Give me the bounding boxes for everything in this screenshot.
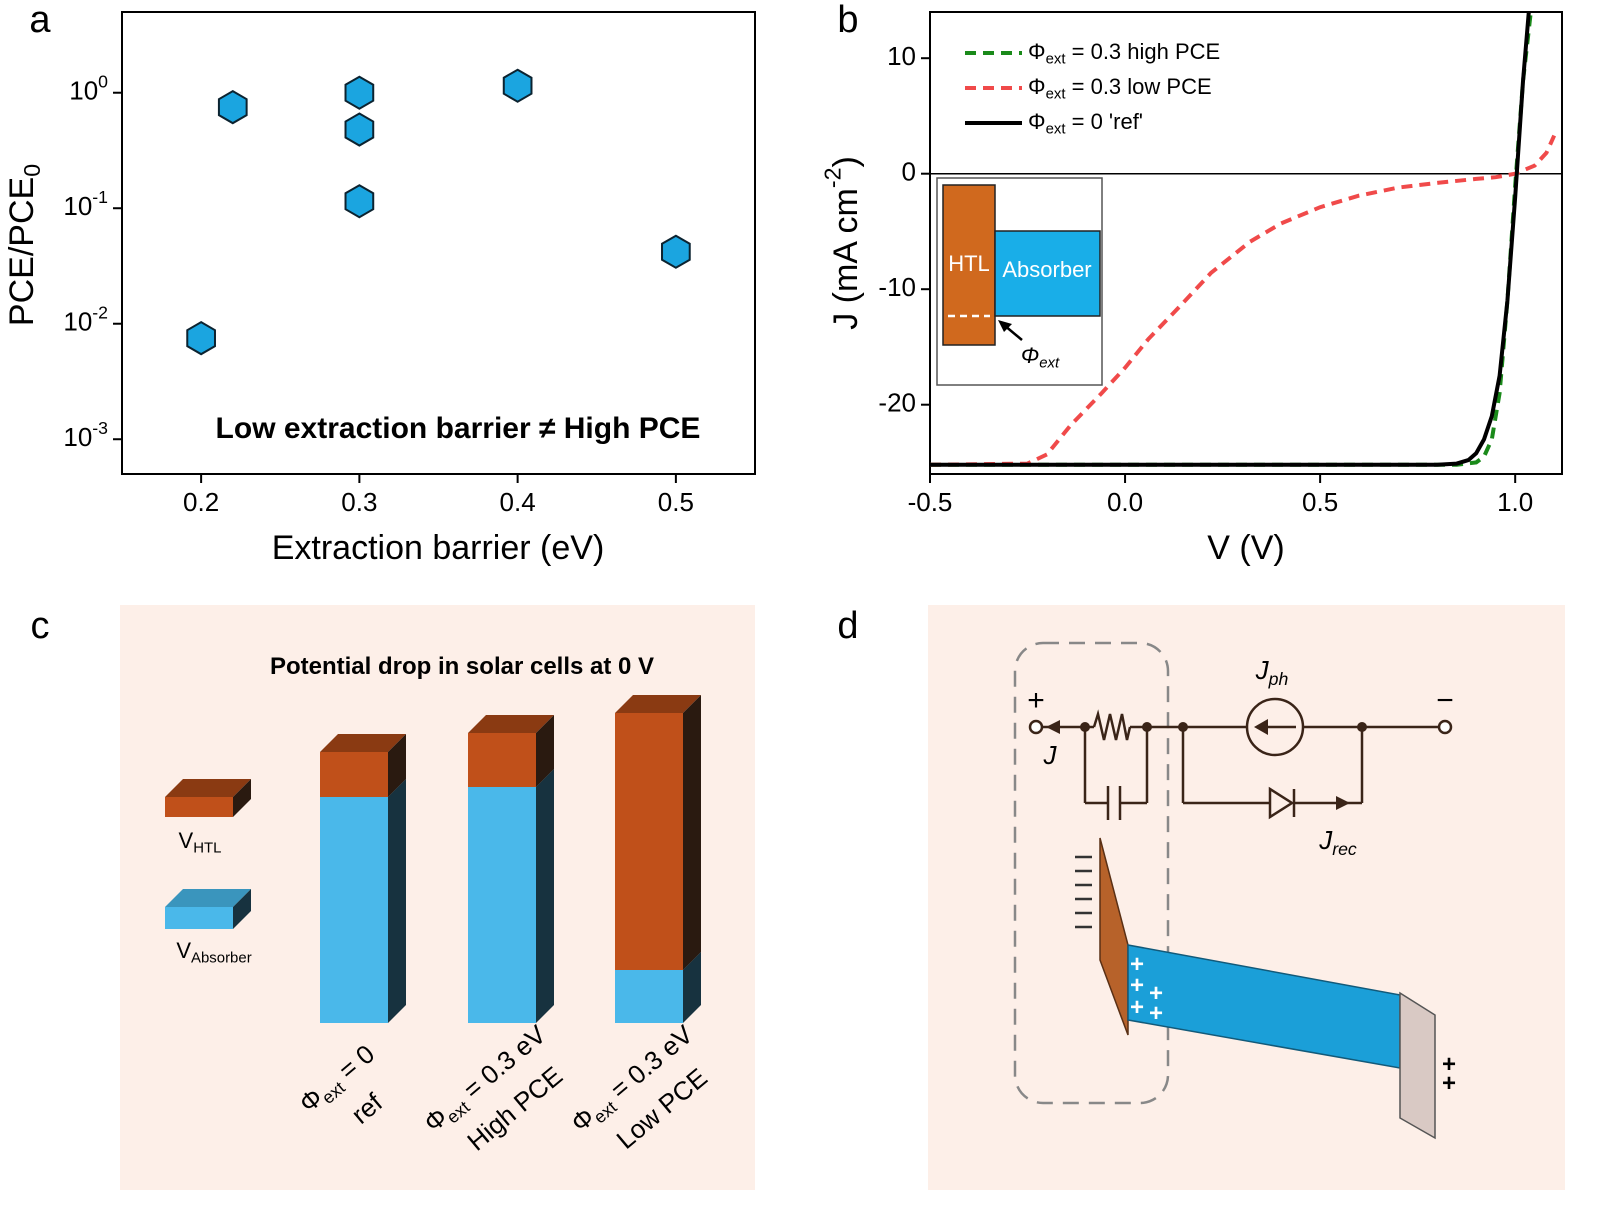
inset-htl <box>942 184 996 346</box>
photocurrent-label: Jph <box>1255 655 1289 689</box>
plot-frame <box>929 11 1563 475</box>
legend-label: VHTL <box>179 828 222 857</box>
resistor <box>1092 709 1132 741</box>
diode <box>1268 786 1295 820</box>
data-point <box>344 184 375 219</box>
absorber-segment-side <box>683 952 701 1023</box>
absorber-segment-side <box>388 779 406 1023</box>
data-point <box>344 75 375 110</box>
inset-htl-label: HTL <box>948 251 990 276</box>
positive-charge: + <box>1130 972 1144 999</box>
legend-absorber-side <box>233 889 251 929</box>
panel-label: b <box>837 0 858 41</box>
inset-arrowhead <box>998 320 1012 332</box>
absorber-segment-side <box>536 769 554 1023</box>
legend-htl-top <box>165 779 251 797</box>
htl-segment-front <box>320 752 388 797</box>
htl-segment-side <box>683 695 701 970</box>
positive-charge: + <box>1130 951 1144 978</box>
current-label: J <box>1043 740 1058 770</box>
node <box>1178 722 1188 732</box>
y-tick-label: 10 <box>887 41 916 71</box>
positive-charge: + <box>1149 980 1163 1007</box>
y-tick-label: -20 <box>878 388 916 418</box>
data-point <box>502 68 533 103</box>
recombination-label: Jrec <box>1318 825 1357 859</box>
absorber-segment-front <box>615 970 683 1023</box>
htl-segment-front <box>615 713 683 970</box>
htl-segment-front <box>468 733 536 787</box>
htl-segment-top <box>468 715 554 733</box>
positive-charge: + <box>1442 1070 1456 1097</box>
data-point <box>186 321 216 356</box>
legend-label: VAbsorber <box>176 938 251 967</box>
recombination-arrow <box>1336 796 1350 810</box>
y-axis-label: PCE/PCE0 <box>3 164 45 326</box>
source-arrow <box>1254 719 1268 735</box>
x-tick-label: 0.2 <box>183 487 219 517</box>
htl-segment-top <box>615 695 701 713</box>
y-tick-label: -10 <box>878 272 916 302</box>
legend-absorber-front <box>165 907 233 929</box>
absorber-segment-front <box>320 797 388 1023</box>
terminal-minus: − <box>1436 684 1454 717</box>
y-tick-label: 100 <box>69 71 108 106</box>
series-line <box>930 134 1557 467</box>
y-tick-label: 0 <box>902 157 916 187</box>
data-point <box>217 90 248 125</box>
y-tick-label: 10-1 <box>63 187 108 222</box>
htl-band <box>1099 837 1129 1036</box>
data-point <box>344 112 375 147</box>
terminal <box>1028 719 1044 735</box>
absorber-segment-front <box>468 787 536 1023</box>
panel-label: a <box>29 0 51 41</box>
node <box>1357 722 1367 732</box>
legend-htl-side <box>233 779 251 817</box>
positive-charge: + <box>1149 1000 1163 1027</box>
legend-htl-front <box>165 797 233 817</box>
legend-label: Φext = 0.3 high PCE <box>1028 39 1220 68</box>
legend-label: Φext = 0 'ref' <box>1028 109 1143 138</box>
positive-charge: + <box>1442 1051 1456 1078</box>
x-axis-label: V (V) <box>1207 529 1284 567</box>
terminal <box>1437 719 1453 735</box>
legend-absorber-top <box>165 889 251 907</box>
node <box>1080 722 1090 732</box>
x-tick-label: -0.5 <box>908 487 953 517</box>
data-point <box>661 234 691 269</box>
x-axis-label: Extraction barrier (eV) <box>272 529 605 567</box>
x-tick-label: 0.0 <box>1107 487 1143 517</box>
current-source <box>1245 697 1305 757</box>
y-tick-label: 10-2 <box>63 302 108 337</box>
x-tick-label: 0.4 <box>500 487 536 517</box>
htl-segment-side <box>388 734 406 797</box>
node <box>1142 722 1152 732</box>
inset-absorber <box>994 230 1101 317</box>
positive-charge: + <box>1130 994 1144 1021</box>
contact <box>1399 991 1436 1140</box>
x-tick-label: 1.0 <box>1497 487 1533 517</box>
current-arrow <box>1046 720 1060 734</box>
interface-region <box>1013 641 1170 1105</box>
panel-c-title: Potential drop in solar cells at 0 V <box>270 653 654 680</box>
htl-segment-side <box>536 715 554 787</box>
inset-absorber-label: Absorber <box>1002 257 1091 282</box>
x-tick-label: 0.5 <box>1302 487 1338 517</box>
legend-label: Φext = 0.3 low PCE <box>1028 74 1212 103</box>
annotation: Low extraction barrier ≠ High PCE <box>216 412 701 445</box>
panel-label: c <box>31 605 50 647</box>
inset-phi-label: Φext <box>1021 343 1060 372</box>
series-line <box>930 12 1531 467</box>
x-tick-label: 0.5 <box>658 487 694 517</box>
y-tick-label: 10-3 <box>63 418 108 453</box>
panel-d-background <box>928 605 1565 1190</box>
y-axis-label: J (mA cm-2) <box>820 156 865 330</box>
x-tick-label: 0.3 <box>341 487 377 517</box>
plot-frame <box>121 11 756 475</box>
htl-segment-top <box>320 734 406 752</box>
panel-label: d <box>837 605 858 647</box>
terminal-plus: + <box>1027 684 1045 717</box>
